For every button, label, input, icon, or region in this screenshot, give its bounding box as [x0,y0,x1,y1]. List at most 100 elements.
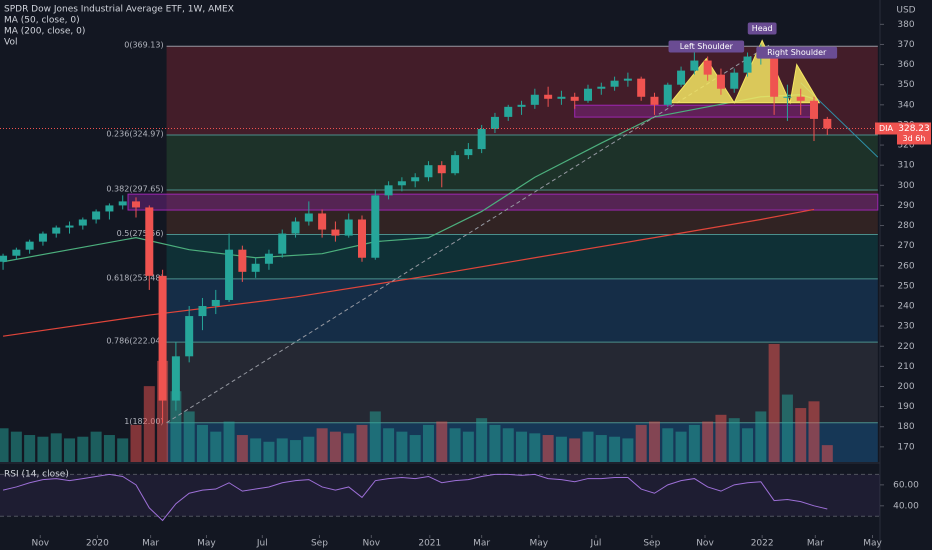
volume-bar [648,421,660,462]
volume-bar [449,428,461,462]
volume-bar [715,414,727,462]
candle-body [278,233,287,254]
candle-body [145,207,154,276]
fib-zone [166,278,878,343]
legend-item: MA (200, close, 0) [4,27,85,37]
candle-body [743,56,752,73]
volume-bar [263,441,275,462]
volume-bar [37,436,49,462]
x-tick-label: May [863,539,882,549]
volume-bar [77,436,89,462]
volume-bar [662,428,674,462]
fib-label: 0.382(297.65) [106,185,163,194]
y-tick-label: 270 [897,241,914,251]
legend-item: Vol [4,38,17,48]
y-tick-label: 320 [897,141,914,151]
candle-body [796,96,805,101]
rsi-tick-label: 40.00 [893,501,919,511]
y-tick-label: 200 [897,382,914,392]
rsi-tick-label: 60.00 [893,480,919,490]
y-tick-label: 220 [897,342,914,352]
rsi-line [2,473,828,522]
zone [127,193,879,211]
volume-bar [383,428,395,462]
candle-body [783,96,792,98]
volume-bar [303,436,315,462]
candle-body [397,181,406,186]
volume-bar [103,435,115,462]
y-tick-label: 290 [897,201,914,211]
candle-body [557,96,566,99]
candle-body [663,84,672,105]
pattern-label: Right Shoulder [767,48,827,57]
symbol-label: DIA [879,124,894,133]
price-label: 328.23 [898,124,930,134]
rsi-title: RSI (14, close) [4,470,69,480]
x-tick-label: Sep [643,539,660,549]
volume-bar [183,411,195,462]
candle-body [451,155,460,174]
y-tick-label: 340 [897,100,914,110]
ma-line [2,208,815,337]
volume-bar [595,435,607,462]
candle-body [411,177,420,182]
candle-body [371,195,380,258]
y-tick-label: 210 [897,362,914,372]
volume-bar [555,436,567,462]
candle-body [823,118,832,129]
volume-bar [250,438,262,462]
y-tick-label: 280 [897,221,914,231]
volume-bar [369,411,381,462]
fib-zone [166,135,878,191]
candle-body [690,60,699,71]
candle-body [637,78,646,97]
volume-bar [582,431,594,462]
candle-body [504,106,513,117]
volume-bar [223,421,235,462]
y-tick-label: 350 [897,80,914,90]
legend-item: MA (50, close, 0) [4,16,80,26]
x-tick-label: Mar [142,539,159,549]
volume-bar [170,391,182,462]
volume-bar [90,431,102,462]
volume-bar [290,440,302,462]
countdown: 3d 6h [903,134,926,143]
y-tick-label: 190 [897,402,914,412]
candle-body [304,213,313,222]
candle-body [570,96,579,101]
candle-body [118,201,127,206]
volume-bar [143,386,155,462]
volume-bar [808,401,820,462]
candle-body [530,94,539,105]
x-tick-label: 2021 [418,539,441,549]
x-tick-label: Nov [31,539,49,549]
volume-bar [0,428,9,462]
volume-bar [728,418,740,462]
volume-bar [396,431,408,462]
label-box [668,40,745,53]
candle-body [12,249,21,256]
volume-bar [635,424,647,462]
volume-bar [609,436,621,462]
volume-bar [516,431,528,462]
candle-body [211,299,220,307]
candle-body [251,263,260,272]
fib-zone [166,342,878,423]
volume-bar [489,424,501,462]
candle-body [291,221,300,234]
candle-body [810,100,819,119]
fib-label: 0.5(275.56) [117,229,164,238]
candle-body [544,94,553,99]
volume-bar [436,421,448,462]
volume-bar [462,431,474,462]
candle-body [158,275,167,401]
y-tick-label: 240 [897,302,914,312]
volume-bar [768,344,780,462]
volume-bar [236,435,248,462]
volume-bar [755,411,767,462]
zone [574,104,815,118]
candle-body [65,225,74,228]
candle-body [38,233,47,242]
fib-label: 0.618(253.48) [106,273,163,282]
